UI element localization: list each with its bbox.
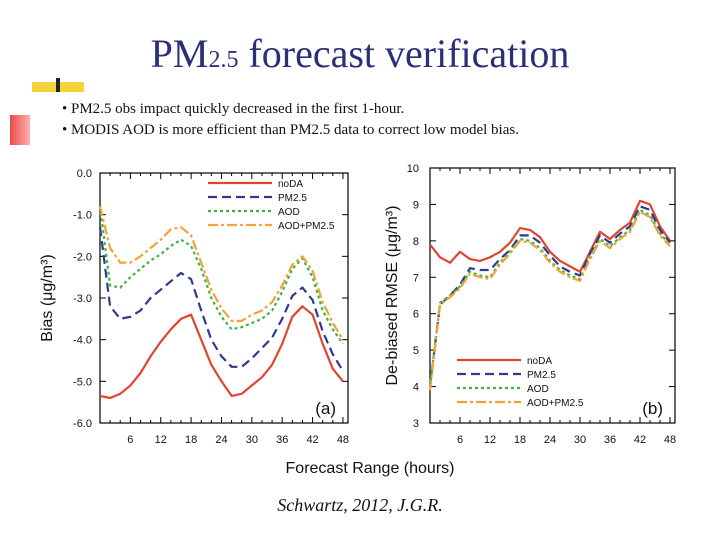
slide-title: PM2.5 forecast verification — [0, 30, 720, 77]
bias-ytick-label: -4.0 — [73, 335, 92, 347]
title-subscript: 2.5 — [208, 47, 239, 73]
bias-panel-label: (a) — [315, 399, 336, 418]
bias-ytick-label: 0.0 — [77, 168, 92, 180]
bias-xtick-label: 18 — [185, 434, 197, 446]
rmse-ytick-label: 4 — [413, 382, 419, 394]
bias-xtick-label: 30 — [246, 434, 258, 446]
bullet-list: • PM2.5 obs impact quickly decreased in … — [62, 99, 519, 141]
bias-series-pm25 — [98, 227, 344, 372]
rmse-xtick-label: 6 — [457, 434, 463, 446]
rmse-legend-label: noDA — [527, 356, 552, 367]
bias-y-axis-label: Bias (μg/m³) — [39, 254, 56, 341]
bias-legend-label: AOD+PM2.5 — [278, 221, 335, 232]
rmse-legend-label: AOD+PM2.5 — [527, 398, 584, 409]
rmse-chart: 3 4 5 6 7 8 9 10 6 12 18 24 30 36 42 48 noDA PM2.5 AOD AOD+… — [384, 163, 676, 446]
decorative-dark-tick — [56, 78, 60, 92]
rmse-xtick-label: 48 — [664, 434, 676, 446]
rmse-ytick-label: 3 — [413, 418, 419, 430]
bullet-item: • PM2.5 obs impact quickly decreased in … — [62, 101, 405, 117]
bias-series-aod — [98, 206, 344, 345]
rmse-panel-label: (b) — [642, 399, 663, 418]
citation: Schwartz, 2012, J.G.R. — [277, 495, 443, 515]
bias-series-aodpm25 — [98, 206, 344, 341]
bias-ytick-label: -3.0 — [73, 293, 92, 305]
bias-xtick-label: 6 — [127, 434, 133, 446]
title-suffix: forecast verification — [238, 31, 570, 76]
title-prefix: PM — [150, 31, 209, 76]
rmse-series-pm25 — [428, 205, 671, 387]
x-axis-label: Forecast Range (hours) — [285, 460, 455, 477]
decorative-red-block — [10, 115, 30, 145]
rmse-ytick-label: 10 — [407, 163, 419, 175]
bullet-item: • MODIS AOD is more efficient than PM2.5… — [62, 122, 519, 138]
rmse-xtick-label: 30 — [574, 434, 586, 446]
rmse-ytick-label: 5 — [413, 345, 419, 357]
rmse-xtick-label: 42 — [634, 434, 646, 446]
rmse-ytick-label: 6 — [413, 309, 419, 321]
rmse-y-axis-label: De-biased RMSE (μg/m³) — [384, 206, 401, 386]
rmse-plot-frame — [429, 167, 676, 424]
rmse-xtick-label: 12 — [484, 434, 496, 446]
bias-xtick-label: 12 — [155, 434, 167, 446]
rmse-series-aodpm25 — [428, 210, 671, 391]
bias-legend-label: noDA — [278, 179, 303, 190]
bias-legend-label: PM2.5 — [278, 193, 307, 204]
rmse-ytick-label: 9 — [413, 199, 419, 211]
bias-xtick-label: 42 — [306, 434, 318, 446]
rmse-series-noda — [429, 199, 671, 273]
bias-xtick-label: 36 — [276, 434, 288, 446]
bias-chart: 0.0 -1.0 -2.0 -3.0 -4.0 -5.0 -6.0 6 12 18 24 30 36 42… — [39, 168, 349, 446]
bias-series-noda — [99, 305, 344, 400]
rmse-legend-label: AOD — [527, 384, 549, 395]
rmse-series-aod — [428, 208, 671, 387]
rmse-xtick-label: 24 — [544, 434, 556, 446]
bias-ytick-label: -2.0 — [73, 251, 92, 263]
rmse-xtick-label: 18 — [514, 434, 526, 446]
bias-xtick-label: 24 — [215, 434, 227, 446]
rmse-xtick-label: 36 — [604, 434, 616, 446]
bias-ytick-label: -5.0 — [73, 376, 92, 388]
bias-legend-label: AOD — [278, 207, 300, 218]
rmse-ytick-label: 8 — [413, 236, 419, 248]
bias-ytick-label: -6.0 — [73, 418, 92, 430]
bias-xtick-label: 48 — [337, 434, 349, 446]
rmse-legend-label: PM2.5 — [527, 370, 556, 381]
rmse-ytick-label: 7 — [413, 272, 419, 284]
bias-ytick-label: -1.0 — [73, 210, 92, 222]
